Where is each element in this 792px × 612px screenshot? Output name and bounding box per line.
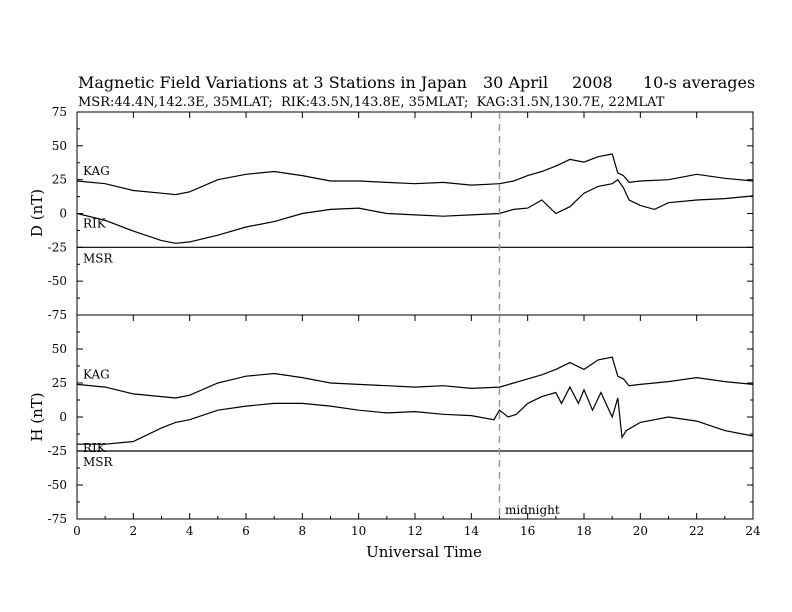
- x-tick-label: 12: [407, 524, 422, 538]
- y-tick-label: -75: [48, 308, 67, 322]
- x-tick-label: 18: [576, 524, 591, 538]
- y-tick-label: -25: [48, 444, 67, 458]
- y-tick-label: -50: [48, 478, 67, 492]
- series-label-rik: RIK: [83, 217, 107, 231]
- x-tick-label: 22: [689, 524, 704, 538]
- y-axis-label-h: H (nT): [28, 392, 46, 441]
- panel-frame-h: [76, 314, 754, 520]
- chart-marks: 0 2 4 6 8 10 12 14 16 18 20 22 247550250-25-50-75KAG…: [48, 105, 761, 538]
- y-tick-label: 50: [52, 342, 67, 356]
- y-tick-label: -75: [48, 512, 67, 526]
- x-tick-label: 6: [242, 524, 250, 538]
- y-tick-label: -50: [48, 274, 67, 288]
- x-tick-label: 24: [745, 524, 761, 538]
- series-line-kag: [76, 356, 754, 399]
- series-label-msr: MSR: [83, 455, 114, 469]
- y-tick-label: 25: [52, 173, 67, 187]
- chart-title: Magnetic Field Variations at 3 Stations …: [78, 73, 467, 92]
- chart-subtitle: MSR:44.4N,142.3E, 35MLAT; RIK:43.5N,143.…: [78, 95, 665, 110]
- y-tick-label: 0: [59, 207, 67, 221]
- y-tick-label: -25: [48, 240, 67, 254]
- x-tick-label: 16: [520, 524, 535, 538]
- x-tick-label: 20: [633, 524, 648, 538]
- series-line-kag: [76, 153, 754, 196]
- y-tick-label: 50: [52, 139, 67, 153]
- y-tick-label: 0: [59, 410, 67, 424]
- x-tick-label: 2: [130, 524, 138, 538]
- series-label-kag: KAG: [83, 164, 110, 178]
- x-tick-label: 4: [186, 524, 194, 538]
- midnight-label: midnight: [505, 503, 560, 517]
- x-tick-label: 10: [351, 524, 366, 538]
- series-label-kag: KAG: [83, 367, 110, 381]
- x-tick-label: 0: [73, 524, 81, 538]
- y-tick-label: 25: [52, 376, 67, 390]
- series-label-rik: RIK: [83, 441, 107, 455]
- series-line-rik: [77, 385, 754, 445]
- panel-frame-d: [76, 111, 754, 316]
- chart-averaging: 10-s averages: [643, 73, 755, 92]
- chart-year: 2008: [572, 73, 613, 92]
- x-tick-label: 8: [299, 524, 307, 538]
- series-line-rik: [76, 178, 754, 244]
- x-tick-label: 14: [464, 524, 480, 538]
- y-tick-label: 75: [52, 105, 67, 119]
- chart-date: 30 April: [483, 73, 548, 92]
- series-label-msr: MSR: [83, 251, 114, 265]
- y-axis-label-d: D (nT): [28, 189, 46, 237]
- x-axis-label: Universal Time: [366, 543, 482, 561]
